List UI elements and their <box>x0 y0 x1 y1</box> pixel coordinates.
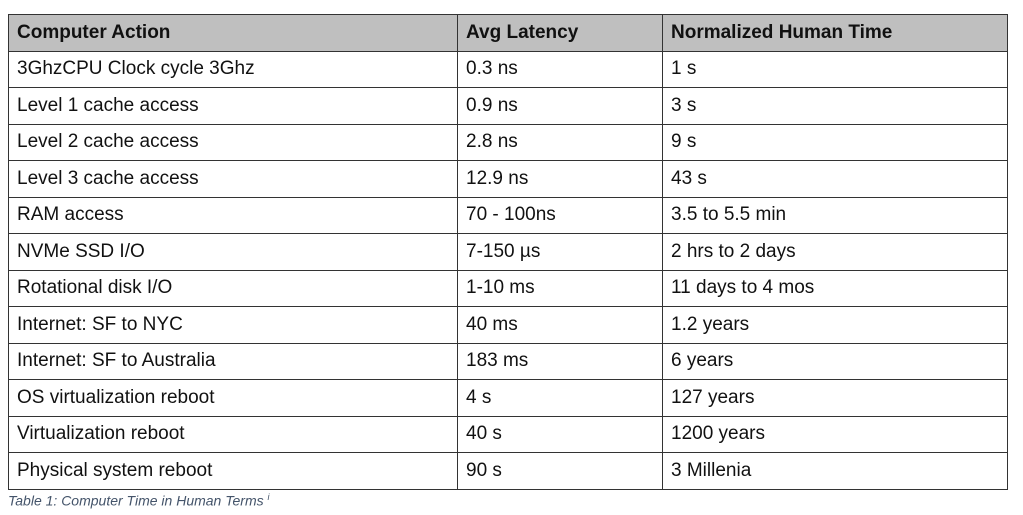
table-row: Level 1 cache access 0.9 ns 3 s <box>8 87 1008 125</box>
table-cell: 70 - 100ns <box>457 196 663 234</box>
table-cell: 9 s <box>662 123 1008 161</box>
table-cell: 40 ms <box>457 306 663 344</box>
table-cell: Internet: SF to NYC <box>8 306 458 344</box>
table-row: Virtualization reboot 40 s 1200 years <box>8 415 1008 453</box>
table-cell: 0.9 ns <box>457 87 663 125</box>
table-cell: 2 hrs to 2 days <box>662 233 1008 271</box>
table-cell: Level 2 cache access <box>8 123 458 161</box>
table-cell: NVMe SSD I/O <box>8 233 458 271</box>
table-cell: Virtualization reboot <box>8 415 458 453</box>
table-row: RAM access 70 - 100ns 3.5 to 5.5 min <box>8 196 1008 234</box>
table-cell: 11 days to 4 mos <box>662 269 1008 307</box>
header-cell: Computer Action <box>8 14 458 52</box>
table-cell: 12.9 ns <box>457 160 663 198</box>
table-body: 3GhzCPU Clock cycle 3Ghz 0.3 ns 1 s Level 1… <box>8 50 1008 490</box>
table-cell: 4 s <box>457 379 663 417</box>
table-cell: RAM access <box>8 196 458 234</box>
table-row: Internet: SF to Australia 183 ms 6 years <box>8 342 1008 380</box>
table-cell: 3 Millenia <box>662 452 1008 490</box>
table-row: 3GhzCPU Clock cycle 3Ghz 0.3 ns 1 s <box>8 50 1008 88</box>
header-row: Computer Action Avg Latency Normalized Hum… <box>8 14 1008 52</box>
header-cell: Avg Latency <box>457 14 663 52</box>
latency-table: Computer Action Avg Latency Normalized Hum… <box>8 14 1008 490</box>
footnote-mark: i <box>267 492 270 502</box>
table-cell: 40 s <box>457 415 663 453</box>
table-cell: 2.8 ns <box>457 123 663 161</box>
table-cell: 3GhzCPU Clock cycle 3Ghz <box>8 50 458 88</box>
table-head: Computer Action Avg Latency Normalized Hum… <box>8 14 1008 52</box>
table-cell: 183 ms <box>457 342 663 380</box>
table-cell: 6 years <box>662 342 1008 380</box>
table-cell: 3.5 to 5.5 min <box>662 196 1008 234</box>
table-row: Level 2 cache access 2.8 ns 9 s <box>8 123 1008 161</box>
table-row: Internet: SF to NYC 40 ms 1.2 years <box>8 306 1008 344</box>
table-row: NVMe SSD I/O 7-150 µs 2 hrs to 2 days <box>8 233 1008 271</box>
header-cell: Normalized Human Time <box>662 14 1008 52</box>
caption-text: Table 1: Computer Time in Human Terms <box>8 492 264 509</box>
table-cell: 127 years <box>662 379 1008 417</box>
table-cell: 1 s <box>662 50 1008 88</box>
table-cell: 0.3 ns <box>457 50 663 88</box>
table-cell: Rotational disk I/O <box>8 269 458 307</box>
table-cell: 3 s <box>662 87 1008 125</box>
table-cell: Level 1 cache access <box>8 87 458 125</box>
caption: Table 1: Computer Time in Human Terms i <box>8 492 270 509</box>
table-cell: 43 s <box>662 160 1008 198</box>
table-row: Level 3 cache access 12.9 ns 43 s <box>8 160 1008 198</box>
table-cell: Level 3 cache access <box>8 160 458 198</box>
table-cell: 90 s <box>457 452 663 490</box>
table-cell: OS virtualization reboot <box>8 379 458 417</box>
table-cell: 1200 years <box>662 415 1008 453</box>
table-cell: Physical system reboot <box>8 452 458 490</box>
table-cell: 7-150 µs <box>457 233 663 271</box>
table-cell: 1-10 ms <box>457 269 663 307</box>
table-row: OS virtualization reboot 4 s 127 years <box>8 379 1008 417</box>
table-row: Rotational disk I/O 1-10 ms 11 days to 4 m… <box>8 269 1008 307</box>
table-cell: 1.2 years <box>662 306 1008 344</box>
table-cell: Internet: SF to Australia <box>8 342 458 380</box>
